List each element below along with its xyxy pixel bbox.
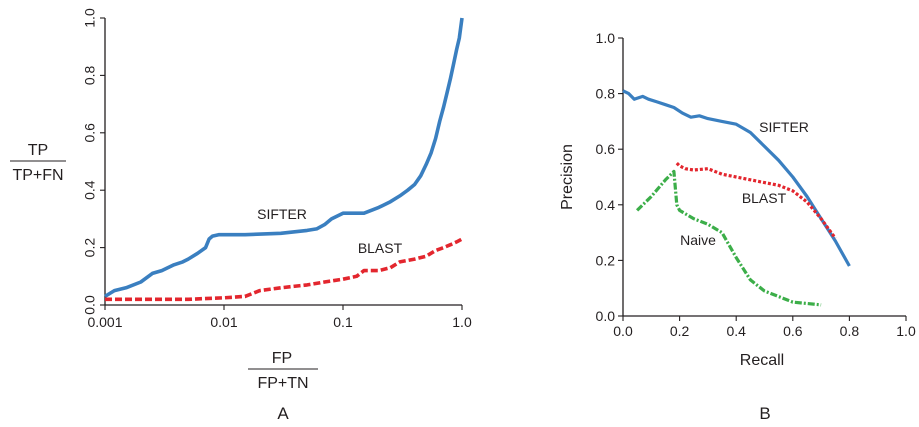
panel-b-xlabel: Recall [740,352,784,369]
panel-a-ytick-label: 0.8 [82,65,98,85]
panel-b: 0.0 0.2 0.4 0.6 0.8 1.0 0.0 0.2 0.4 0.6 0.8 1.0 SIFT… [559,30,916,423]
panel-a-series-sifter [104,17,464,298]
panel-b-ytick-label: 0.8 [596,86,616,102]
panel-a-ylabel-numerator: TP [28,142,48,159]
panel-a-ytick-label: 0.6 [82,123,98,143]
panel-b-xtick-label: 0.2 [670,323,690,339]
panel-b-xtick-label: 1.0 [896,323,916,339]
panel-a-ytick-label: 0.4 [82,180,98,200]
panel-b-ytick-label: 0.0 [596,308,616,324]
panel-a-ylabel-denominator: TP+FN [12,167,63,184]
panel-b-ytick-label: 0.4 [596,197,616,213]
panel-b-series-blast [675,161,837,240]
panel-b-xtick-label: 0.0 [613,323,633,339]
panel-a-ytick-label: 1.0 [82,8,98,28]
panel-a-xlabel-numerator: FP [272,350,292,367]
panel-a-xtick-label: 1.0 [452,314,472,330]
panel-b-ytick-label: 0.6 [596,141,616,157]
panel-b-ytick-label: 0.2 [596,252,616,268]
panel-a-xtick-label: 0.1 [333,314,353,330]
panel-a: 0.0 0.2 0.4 0.6 0.8 1.0 0.001 0.01 0.1 1.0 SIFTER B… [10,8,472,423]
panel-a-marks: 0.0 0.2 0.4 0.6 0.8 1.0 0.001 0.01 0.1 1.0 SIFTER B… [82,8,472,330]
panel-a-series-label-sifter: SIFTER [257,206,307,222]
panel-a-ytick-label: 0.0 [82,295,98,315]
panel-a-label: A [277,404,289,423]
panel-b-series-label-naive: Naive [680,232,716,248]
panel-b-xtick-label: 0.4 [726,323,746,339]
panel-b-series-label-sifter: SIFTER [759,119,809,135]
panel-b-xtick-label: 0.6 [783,323,803,339]
panel-a-xtick-label: 0.01 [210,314,237,330]
panel-b-ylabel: Precision [559,144,576,210]
panel-b-series-sifter [622,89,851,267]
panel-a-series-label-blast: BLAST [358,240,403,256]
panel-b-ytick-label: 1.0 [596,30,616,46]
panel-a-series-blast [105,237,463,302]
panel-b-label: B [759,404,770,423]
panel-a-xtick-label: 0.001 [87,314,122,330]
panel-b-marks: 0.0 0.2 0.4 0.6 0.8 1.0 0.0 0.2 0.4 0.6 0.8 1.0 SIFT… [596,30,916,339]
panel-b-series-label-blast: BLAST [742,190,787,206]
panel-b-series-naive [635,169,822,307]
panel-a-ytick-label: 0.2 [82,238,98,258]
panel-b-xtick-label: 0.8 [840,323,860,339]
panel-a-xlabel-denominator: FP+TN [257,375,308,392]
